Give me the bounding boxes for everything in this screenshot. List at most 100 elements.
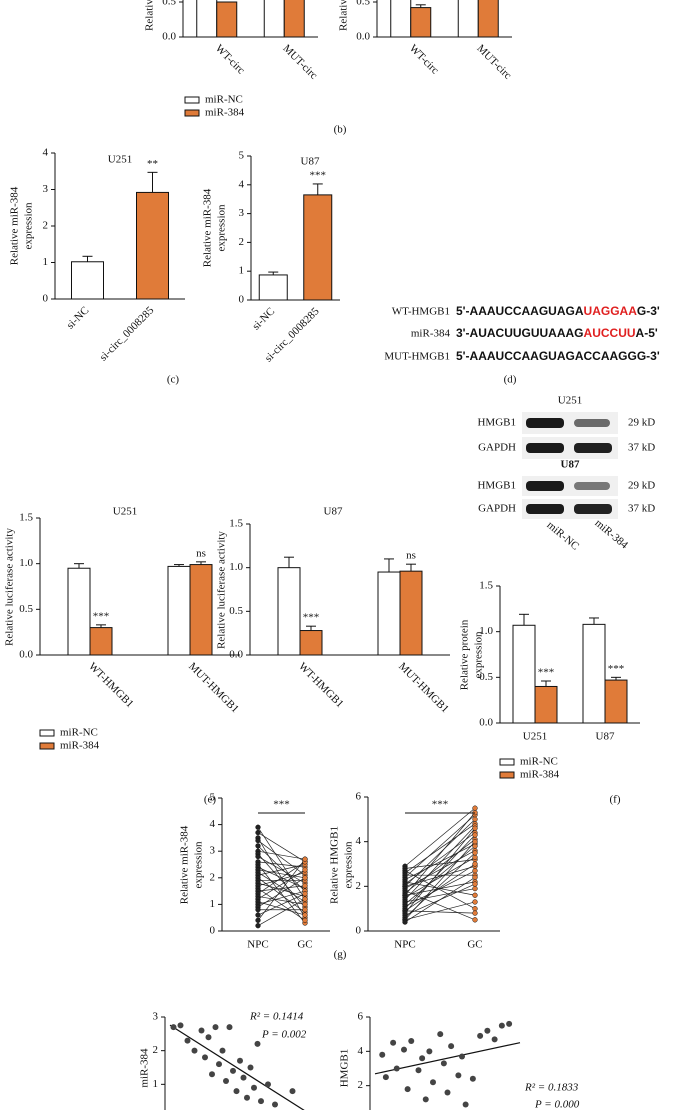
bar	[477, 0, 499, 38]
y-tick-label: 4	[43, 147, 49, 159]
pair-line	[257, 896, 306, 905]
size-label: 29 kD	[628, 417, 655, 429]
y-axis-label: expression	[343, 841, 355, 889]
y-tick-label: 6	[358, 1011, 364, 1023]
point	[402, 919, 408, 925]
bar	[604, 679, 628, 724]
y-tick-label: 0.0	[479, 717, 493, 729]
blot-band	[574, 482, 610, 490]
sequence-label: MUT-HMGB1	[384, 351, 450, 363]
chart-title: U87	[301, 156, 320, 168]
significance: ***	[273, 799, 290, 811]
bar	[216, 1, 238, 38]
pair-line	[404, 823, 476, 874]
bar	[71, 261, 104, 300]
point	[440, 1060, 447, 1067]
size-label: 37 kD	[628, 503, 655, 515]
point	[472, 899, 478, 905]
point	[302, 907, 308, 913]
blot-band	[526, 481, 564, 491]
point	[455, 1072, 462, 1079]
y-tick-label: 3	[43, 183, 49, 195]
pair-line	[257, 869, 306, 879]
x-tick-label: NPC	[394, 939, 415, 951]
significance: ***	[538, 667, 555, 679]
y-tick-label: 1	[153, 1078, 159, 1090]
y-axis-label: Relative miR-384	[9, 186, 21, 265]
y-tick-label: 2	[358, 1079, 364, 1091]
point	[302, 891, 308, 897]
legend-swatch	[184, 96, 200, 104]
point	[255, 853, 261, 860]
bar	[277, 567, 301, 656]
x-tick-label: GC	[467, 939, 482, 951]
significance: ***	[608, 663, 625, 675]
bar	[377, 571, 401, 656]
cell-line: U251	[558, 395, 582, 407]
pair-line	[404, 807, 476, 867]
point	[251, 1084, 257, 1091]
y-tick-label: 2	[210, 871, 216, 883]
y-axis-label: expression	[473, 631, 485, 679]
pair-line	[404, 845, 476, 905]
y-tick-label: 1	[210, 898, 216, 910]
y-tick-label: 3	[239, 207, 245, 219]
pair-line	[404, 901, 476, 921]
point	[472, 868, 478, 874]
pair-line	[257, 869, 306, 900]
blot-band	[526, 443, 564, 453]
sequence-part: 3'-AUACUUGUUAAAG	[456, 326, 584, 340]
significance: ***	[432, 799, 449, 811]
point	[472, 854, 478, 860]
point	[272, 1101, 278, 1108]
point	[472, 843, 478, 849]
panel-label: (g)	[334, 949, 347, 961]
point	[219, 1047, 226, 1054]
point	[379, 1051, 386, 1058]
cell-line: U87	[561, 459, 580, 471]
y-tick-label: 1	[43, 256, 49, 268]
point	[177, 1022, 184, 1029]
y-axis-label: miR-384	[139, 1048, 151, 1088]
panel-label: (c)	[167, 374, 180, 386]
pair-line	[404, 834, 476, 909]
blot-band	[574, 504, 612, 514]
pair-line	[257, 901, 306, 916]
significance: ns	[196, 547, 206, 559]
y-tick-label: 1	[239, 265, 245, 277]
pair-line	[404, 812, 476, 896]
y-axis-label: Relative miR-384	[179, 825, 191, 904]
point	[498, 1022, 505, 1029]
point	[191, 1047, 198, 1054]
x-tick-label: GC	[297, 939, 312, 951]
sequences: WT-HMGB1 5'-AAAUCCAAGUAGAUAGGAAG-3' miR-38…	[384, 304, 659, 363]
protein-label: GAPDH	[478, 442, 516, 454]
blot-band	[574, 419, 610, 427]
bar	[582, 623, 606, 724]
y-axis-label: Relative protein	[459, 619, 471, 690]
y-axis-label: Relative luciferase activity	[144, 0, 156, 31]
point	[240, 1074, 247, 1081]
y-axis-label: expression	[216, 204, 228, 252]
legend-swatch	[39, 742, 55, 750]
pair-line	[404, 870, 476, 907]
pair-line	[404, 841, 476, 921]
bar	[67, 567, 91, 656]
y-axis-label: expression	[23, 202, 35, 250]
chart-title: U251	[113, 506, 137, 518]
point	[244, 1094, 250, 1101]
point	[408, 1038, 415, 1045]
panel-label: (d)	[504, 374, 517, 386]
y-axis-label: Relative luciferase activity	[4, 528, 16, 646]
y-tick-label: 4	[358, 1045, 364, 1057]
y-tick-label: 5	[210, 792, 216, 804]
point	[472, 850, 478, 856]
point	[184, 1037, 191, 1044]
bar	[136, 191, 169, 300]
chart-title: U251	[108, 154, 132, 166]
point	[302, 901, 308, 908]
pair-line	[404, 863, 476, 912]
x-tick-label: U87	[596, 731, 615, 743]
